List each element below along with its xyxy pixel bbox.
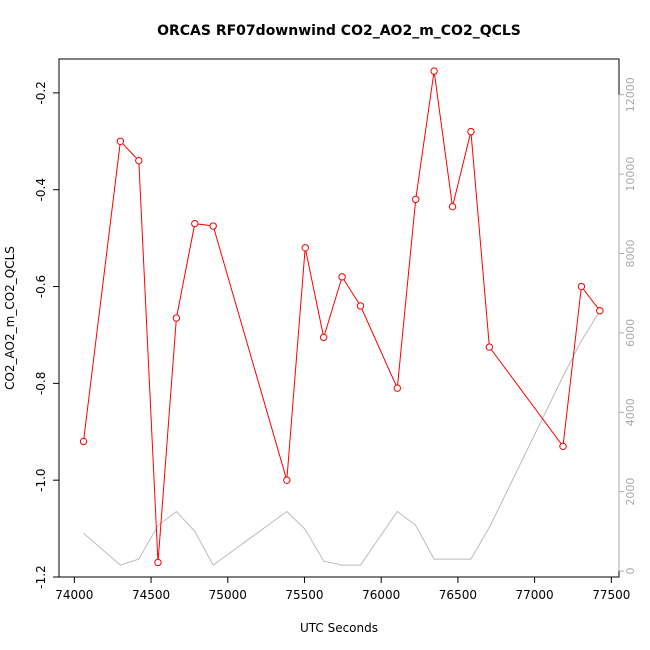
data-point [283, 476, 291, 484]
data-point [412, 195, 420, 204]
data-point [338, 273, 346, 281]
data-point [79, 437, 88, 446]
data-point [485, 343, 494, 351]
data-point [191, 219, 199, 228]
altitude-line [83, 310, 601, 566]
y2-tick-label: 0 [624, 568, 637, 575]
y-axis: -1.2 -1.0 -0.8 -0.6 -0.4 -0.2 [34, 81, 60, 589]
y-tick-label: -1.2 [34, 565, 48, 588]
y-tick-label: -0.8 [34, 372, 48, 395]
x-tick-label: 76500 [439, 588, 477, 602]
data-point [116, 137, 125, 145]
data-point [559, 442, 567, 450]
plot-frame [58, 58, 620, 578]
data-point [596, 307, 604, 315]
data-point [577, 282, 586, 291]
x-tick-label: 74000 [55, 588, 93, 602]
y-tick-label: -0.2 [34, 81, 48, 104]
data-point [301, 244, 309, 252]
y-tick-label: -0.4 [34, 178, 48, 201]
data-point [209, 222, 217, 230]
series-layer [79, 67, 604, 567]
y-tick-label: -0.6 [34, 275, 48, 298]
secondary-y-axis: 0 2000 4000 6000 8000 10000 12000 [618, 77, 637, 575]
data-point [172, 314, 181, 322]
co2-diff-line [83, 71, 601, 563]
y2-tick-label: 4000 [624, 398, 637, 426]
data-point [319, 333, 328, 342]
x-tick-label: 77500 [592, 588, 630, 602]
x-axis: 74000 74500 75000 75500 76000 76500 77000 77500 [55, 576, 630, 602]
x-tick-label: 76000 [362, 588, 400, 602]
data-point [393, 384, 402, 392]
data-point [448, 202, 457, 211]
data-point [467, 127, 475, 136]
data-point [430, 67, 438, 75]
y2-tick-label: 2000 [624, 478, 637, 506]
x-tick-label: 77000 [516, 588, 554, 602]
data-point [356, 302, 365, 310]
data-point [154, 558, 162, 567]
x-axis-label: UTC Seconds [300, 621, 378, 635]
data-point [135, 156, 143, 165]
y2-tick-label: 8000 [624, 239, 637, 267]
y-axis-label: CO2_AO2_m_CO2_QCLS [3, 246, 17, 390]
y2-tick-label: 10000 [624, 157, 637, 192]
y2-tick-label: 12000 [624, 77, 637, 112]
y2-tick-label: 6000 [624, 319, 637, 347]
chart-title: ORCAS RF07downwind CO2_AO2_m_CO2_QCLS [157, 23, 521, 39]
x-tick-label: 75000 [209, 588, 247, 602]
x-tick-label: 74500 [132, 588, 170, 602]
y-tick-label: -1.0 [34, 468, 48, 491]
x-tick-label: 75500 [285, 588, 323, 602]
